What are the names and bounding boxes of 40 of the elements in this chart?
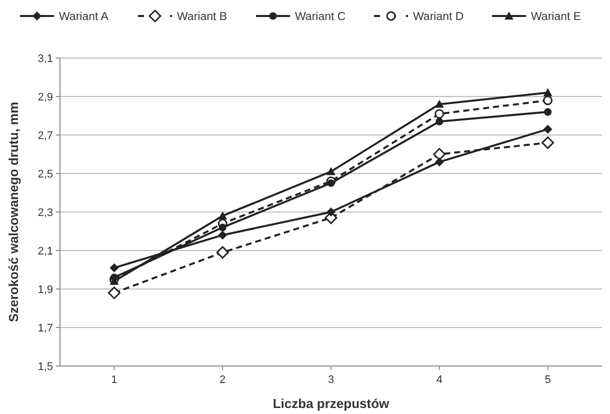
y-tick-label: 2,7 — [38, 130, 53, 142]
point — [216, 246, 229, 259]
x-tick-label: 4 — [436, 374, 442, 386]
point — [433, 148, 446, 160]
y-tick-label: 2,1 — [38, 245, 53, 258]
x-axis-title: Liczba przepustów — [272, 396, 390, 411]
point — [326, 167, 336, 176]
y-axis-title: Szerokość walcowanego drutu, mm — [6, 102, 21, 322]
point — [218, 211, 228, 220]
y-tick-label: 1,9 — [38, 284, 53, 296]
y-tick-label: 1,7 — [38, 322, 53, 334]
point — [436, 118, 444, 126]
point — [543, 88, 552, 96]
point — [543, 96, 553, 106]
x-tick-label: 2 — [220, 374, 226, 386]
legend-label: Wariant B — [177, 11, 228, 24]
point — [326, 208, 336, 216]
point — [218, 230, 228, 240]
legend-label: Wariant D — [413, 11, 464, 24]
point — [108, 286, 120, 300]
y-tick-label: 3,1 — [38, 52, 53, 65]
point — [110, 263, 119, 272]
point — [327, 179, 335, 187]
point — [434, 109, 444, 119]
legend-label: Wariant C — [295, 11, 346, 24]
point — [543, 124, 552, 134]
point — [434, 100, 444, 108]
x-tick-label: 1 — [111, 374, 118, 386]
y-tick-label: 2,5 — [38, 168, 53, 180]
point — [544, 108, 552, 116]
point — [218, 224, 226, 232]
point — [434, 157, 444, 166]
y-tick-label: 2,9 — [38, 91, 53, 104]
x-tick-label: 5 — [544, 374, 551, 386]
y-tick-label: 1,5 — [38, 360, 53, 373]
y-tick-label: 2,3 — [38, 206, 53, 219]
x-tick-label: 3 — [328, 374, 334, 386]
point — [542, 136, 554, 149]
legend-label: Wariant E — [531, 11, 582, 24]
legend-label: Wariant A — [59, 11, 109, 24]
